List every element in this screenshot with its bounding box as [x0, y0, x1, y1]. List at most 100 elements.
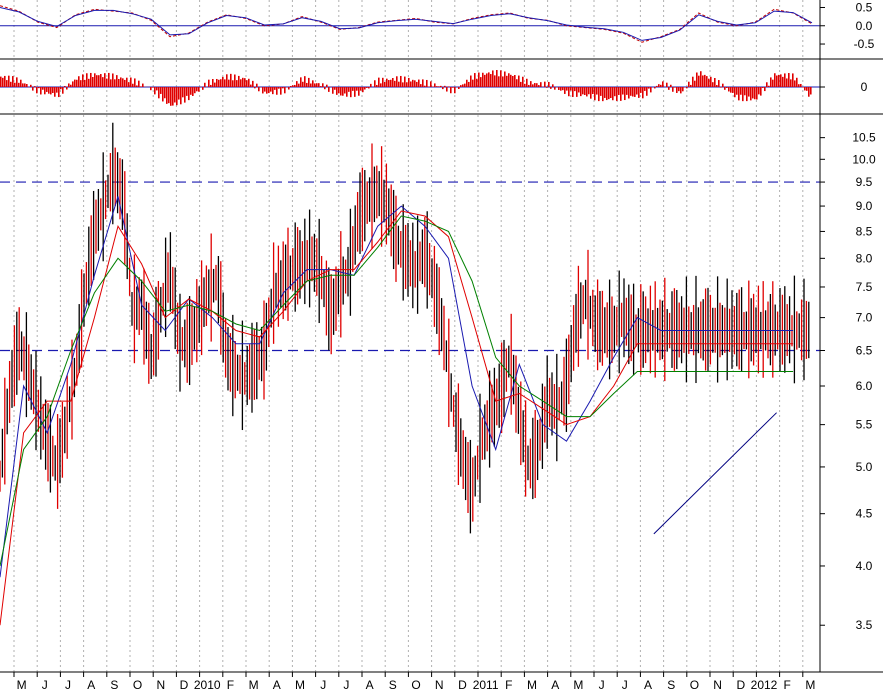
histogram-bar — [382, 78, 384, 87]
histogram-bar — [160, 87, 162, 94]
y-tick-label: 10.0 — [852, 152, 876, 166]
histogram-bar — [516, 79, 518, 87]
histogram-bar — [780, 74, 782, 87]
histogram-bar — [276, 87, 278, 95]
histogram-bar — [110, 79, 112, 87]
histogram-bar — [24, 83, 26, 87]
histogram-bar — [538, 85, 540, 87]
histogram-bar — [536, 83, 538, 87]
histogram-bar — [450, 87, 452, 93]
histogram-bar — [18, 83, 20, 87]
histogram-bar — [586, 87, 588, 96]
histogram-bar — [36, 87, 38, 93]
histogram-bar — [510, 75, 512, 87]
histogram-bar — [426, 80, 428, 87]
histogram-bar — [800, 84, 802, 87]
x-tick-label: A — [87, 678, 95, 692]
x-tick-label: M — [17, 678, 27, 692]
histogram-bar — [182, 87, 184, 97]
histogram-bar — [696, 73, 698, 87]
histogram-bar — [788, 73, 790, 87]
histogram-bar — [342, 87, 344, 96]
y-tick-label: 0.0 — [856, 19, 873, 33]
x-tick-label: J — [320, 678, 326, 692]
histogram-bar — [238, 76, 240, 87]
x-tick-label: D — [180, 678, 189, 692]
histogram-bar — [748, 87, 750, 97]
histogram-bar — [750, 87, 752, 100]
histogram-bar — [646, 87, 648, 96]
histogram-bar — [86, 73, 88, 87]
histogram-bar — [334, 87, 336, 90]
histogram-bar — [568, 87, 570, 96]
histogram-bar — [32, 87, 34, 91]
histogram-bar — [686, 87, 688, 88]
oscillator-series-line — [0, 6, 812, 43]
histogram-bar — [446, 87, 448, 92]
histogram-bar — [638, 87, 640, 98]
histogram-bar — [492, 70, 494, 87]
histogram-bar — [176, 87, 178, 105]
histogram-bar — [480, 77, 482, 87]
histogram-bar — [472, 80, 474, 87]
histogram-bar — [428, 86, 430, 87]
histogram-bar — [434, 83, 436, 87]
histogram-bar — [362, 87, 364, 92]
histogram-bar — [108, 73, 110, 87]
histogram-bar — [656, 86, 658, 87]
histogram-bar — [360, 87, 362, 91]
histogram-bar — [622, 87, 624, 95]
histogram-bar — [388, 80, 390, 87]
histogram-bar — [414, 80, 416, 87]
x-tick-label: M — [295, 678, 305, 692]
histogram-bar — [14, 83, 16, 87]
y-tick-label: 9.0 — [856, 199, 873, 213]
histogram-bar — [708, 79, 710, 87]
histogram-bar — [458, 87, 460, 89]
histogram-bar — [270, 87, 272, 92]
histogram-bar — [242, 78, 244, 87]
histogram-bar — [312, 80, 314, 87]
histogram-bar — [80, 80, 82, 87]
histogram-bar — [94, 73, 96, 87]
x-tick-label: F — [505, 678, 512, 692]
histogram-bar — [774, 73, 776, 87]
histogram-bar — [250, 85, 252, 87]
histogram-bar — [210, 85, 212, 87]
histogram-bar — [504, 71, 506, 87]
histogram-bar — [672, 87, 674, 92]
histogram-bar — [208, 80, 210, 87]
histogram-bar — [272, 87, 274, 94]
y-tick-label: 0.5 — [856, 0, 873, 14]
histogram-bar — [294, 85, 296, 87]
x-tick-label: A — [551, 678, 559, 692]
histogram-bar — [514, 75, 516, 87]
histogram-bar — [366, 87, 368, 88]
histogram-bar — [354, 87, 356, 97]
histogram-bar — [404, 77, 406, 87]
histogram-bar — [322, 83, 324, 87]
histogram-bar — [248, 79, 250, 87]
histogram-bar — [244, 78, 246, 87]
histogram-bar — [678, 87, 680, 91]
histogram-bar — [784, 73, 786, 87]
histogram-bar — [386, 79, 388, 87]
histogram-bar — [616, 87, 618, 101]
histogram-bar — [612, 87, 614, 100]
histogram-bar — [614, 87, 616, 96]
histogram-bar — [440, 86, 442, 87]
histogram-bar — [274, 87, 276, 90]
histogram-bar — [116, 75, 118, 87]
histogram-bar — [174, 87, 176, 102]
histogram-bar — [346, 87, 348, 97]
histogram-bar — [802, 87, 804, 88]
x-tick-label: D — [736, 678, 745, 692]
histogram-bar — [378, 78, 380, 87]
histogram-bar — [560, 87, 562, 91]
histogram-bar — [670, 85, 672, 87]
histogram-bar — [222, 77, 224, 87]
histogram-bar — [328, 87, 330, 92]
histogram-bar — [558, 87, 560, 90]
histogram-bar — [550, 87, 552, 89]
